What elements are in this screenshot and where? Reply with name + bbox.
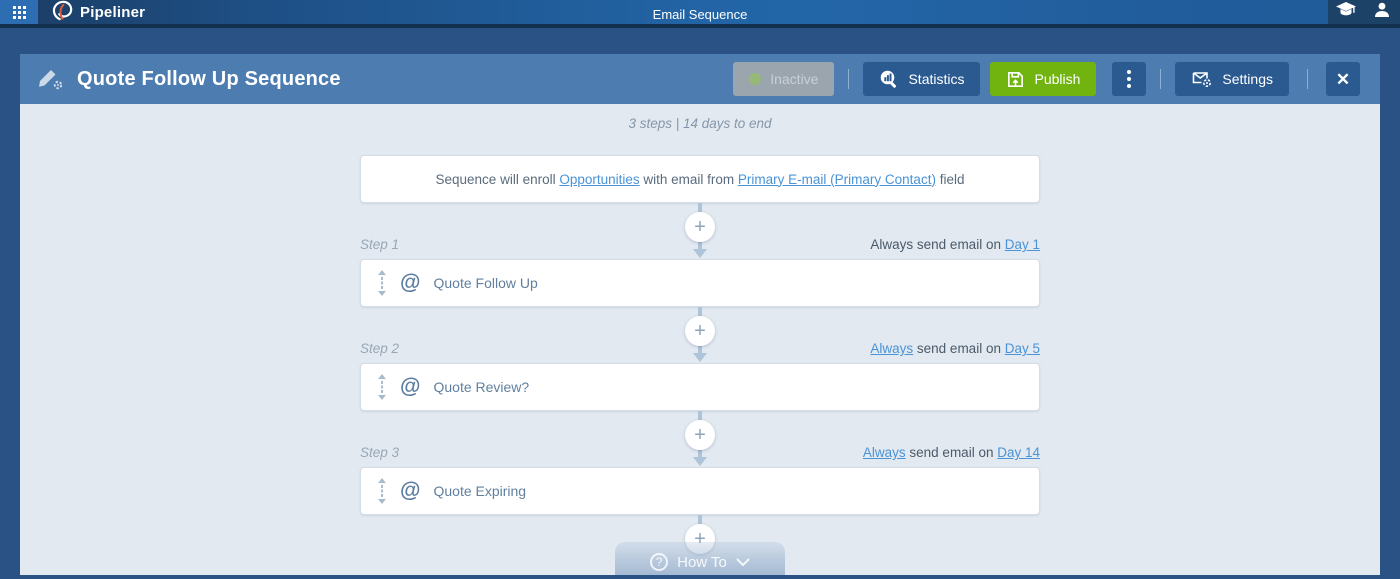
enrollment-field-link[interactable]: Primary E-mail (Primary Contact) [737, 171, 936, 187]
drag-handle-icon[interactable] [377, 374, 387, 400]
sequence-toolbar: Quote Follow Up Sequence Inactive Statis… [20, 54, 1380, 104]
step-day-link[interactable]: Day 1 [1004, 237, 1040, 252]
email-at-icon: @ [400, 375, 421, 398]
close-icon: ✕ [1335, 69, 1351, 89]
step-label: Step 1 [360, 237, 400, 252]
status-dot-icon [749, 73, 762, 85]
step-condition-text: send email on [913, 237, 1005, 252]
enrollment-text: Sequence will enroll [435, 171, 560, 187]
settings-label: Settings [1222, 71, 1273, 87]
step-condition-text: send email on [913, 341, 1005, 356]
top-navbar: Pipeliner Email Sequence [0, 0, 1400, 28]
connector-arrow-icon [693, 353, 707, 362]
connector-line [698, 515, 702, 531]
settings-button[interactable]: Settings [1175, 62, 1289, 96]
add-step-button[interactable]: + [685, 212, 715, 242]
step-label: Step 2 [360, 341, 400, 356]
step-title: Quote Review? [433, 379, 530, 395]
sequence-editor-panel: Quote Follow Up Sequence Inactive Statis… [20, 54, 1380, 575]
magnifier-chart-icon [881, 70, 897, 88]
graduation-cap-icon [1336, 1, 1356, 23]
person-icon [1373, 1, 1391, 24]
toolbar-divider [848, 69, 850, 89]
more-options-button[interactable] [1112, 62, 1147, 96]
academy-button[interactable] [1328, 0, 1364, 24]
enrollment-card: Sequence will enroll Opportunities with … [360, 155, 1040, 203]
email-at-icon: @ [400, 271, 421, 294]
step-condition-text: send email on [905, 445, 998, 460]
step-title: Quote Follow Up [433, 275, 538, 291]
envelope-gear-icon [1193, 72, 1212, 88]
statistics-label: Statistics [908, 71, 965, 87]
add-step-button[interactable]: + [685, 420, 715, 450]
pipeliner-logo[interactable]: Pipeliner [51, 0, 145, 24]
inactive-status-button[interactable]: Inactive [733, 62, 835, 96]
add-step-button[interactable]: + [685, 316, 715, 346]
toolbar-divider [1160, 69, 1162, 89]
inactive-label: Inactive [770, 71, 819, 87]
step-header-row: Step 2 Always send email on Day 5 [360, 341, 1040, 356]
step-always-link[interactable]: Always [870, 341, 914, 356]
step-header-row: Step 1 Always send email on Day 1 [360, 237, 1040, 252]
drag-handle-icon[interactable] [377, 270, 387, 296]
sequence-summary: 3 steps | 14 days to end [628, 116, 772, 131]
step-day-link[interactable]: Day 14 [997, 445, 1040, 460]
step-card[interactable]: @ Quote Expiring [360, 467, 1040, 515]
chevron-down-icon [736, 558, 750, 566]
toolbar-divider [1307, 69, 1308, 89]
enrollment-text: with email from [639, 171, 738, 187]
edit-sequence-name-button[interactable] [36, 66, 64, 92]
user-profile-button[interactable] [1364, 0, 1400, 24]
step-label: Step 3 [360, 445, 400, 460]
how-to-label: How To [677, 553, 727, 571]
plus-icon: + [694, 320, 706, 342]
drag-handle-icon[interactable] [377, 478, 387, 504]
connector-arrow-icon [693, 249, 707, 258]
save-publish-icon [1008, 71, 1024, 87]
sequence-canvas: 3 steps | 14 days to end Sequence will e… [20, 104, 1380, 575]
step-card[interactable]: @ Quote Review? [360, 363, 1040, 411]
sequence-title: Quote Follow Up Sequence [77, 67, 341, 90]
step-card[interactable]: @ Quote Follow Up [360, 259, 1040, 307]
enrollment-entity-link[interactable]: Opportunities [559, 171, 640, 187]
question-circle-icon: ? [650, 553, 669, 571]
plus-icon: + [694, 216, 706, 238]
step-always-text: Always [870, 237, 914, 252]
publish-label: Publish [1034, 71, 1081, 87]
grid-icon [12, 5, 26, 19]
page-title: Email Sequence [652, 6, 748, 22]
enrollment-text: field [935, 171, 965, 187]
how-to-button[interactable]: ? How To [615, 542, 785, 575]
step-header-row: Step 3 Always send email on Day 14 [360, 445, 1040, 460]
statistics-button[interactable]: Statistics [863, 62, 981, 96]
plus-icon: + [694, 424, 706, 446]
pencil-gear-icon [39, 70, 63, 90]
step-always-link[interactable]: Always [862, 445, 906, 460]
publish-button[interactable]: Publish [990, 62, 1097, 96]
step-day-link[interactable]: Day 5 [1004, 341, 1040, 356]
step-title: Quote Expiring [433, 483, 527, 499]
kebab-icon [1127, 69, 1132, 90]
pipeliner-logo-icon [51, 0, 73, 26]
connector-arrow-icon [693, 457, 707, 466]
app-name: Pipeliner [80, 3, 146, 21]
app-launcher-button[interactable] [0, 0, 38, 24]
close-button[interactable]: ✕ [1326, 62, 1360, 96]
plus-icon: + [694, 528, 706, 550]
email-at-icon: @ [400, 479, 421, 502]
